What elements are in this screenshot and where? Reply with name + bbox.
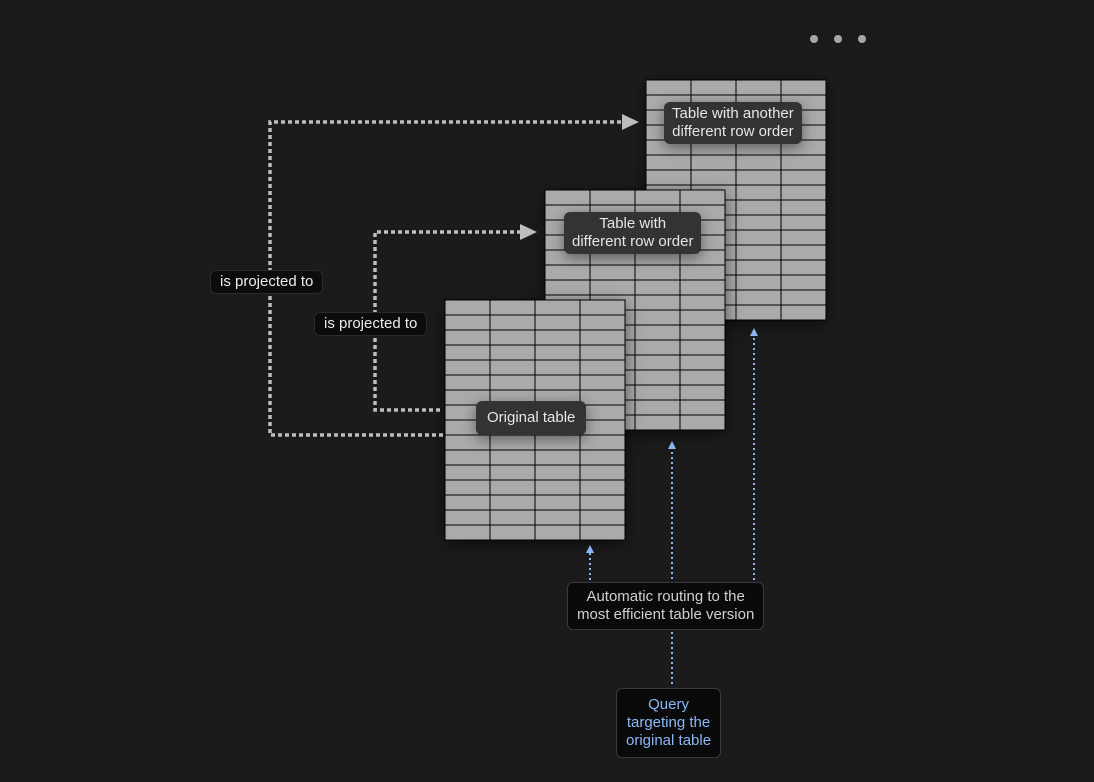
arrowhead-icon — [622, 114, 639, 130]
edge-label-outer: is projected to — [210, 270, 324, 294]
routing-label: Automatic routing to the most efficient … — [567, 582, 765, 630]
routing-arrows — [589, 335, 755, 684]
arrowhead-icon — [668, 441, 676, 449]
table-label-different-row-order: Table with different row order — [564, 212, 702, 254]
more-horizontal-icon-dot[interactable] — [858, 35, 866, 43]
table-label-another-row-order: Table with another different row order — [664, 102, 802, 144]
query-label: Query targeting the original table — [616, 688, 722, 758]
arrowhead-icon — [586, 545, 594, 553]
arrowhead-icon — [520, 224, 537, 240]
table-label-original: Original table — [476, 401, 587, 435]
more-horizontal-icon-dot[interactable] — [834, 35, 842, 43]
edge-label-inner: is projected to — [314, 312, 428, 336]
more-horizontal-icon[interactable] — [810, 35, 818, 43]
arrowhead-icon — [750, 328, 758, 336]
